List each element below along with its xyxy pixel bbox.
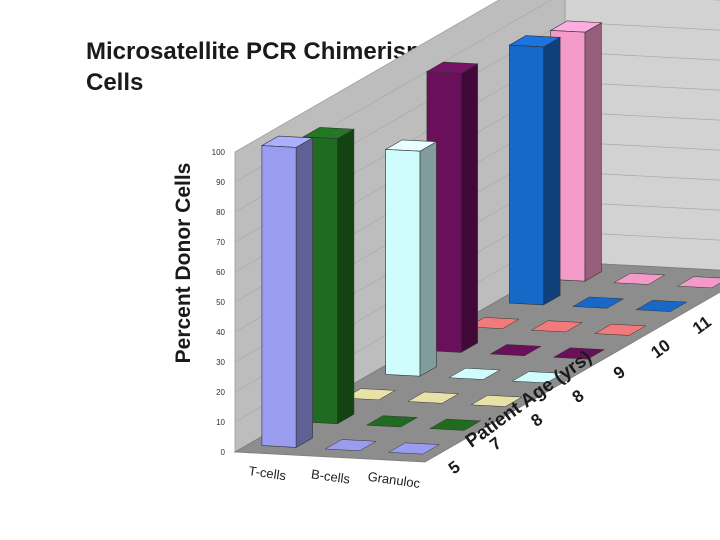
y-tick-label: 0 xyxy=(221,448,226,457)
bar-zero xyxy=(635,300,688,312)
bar-side xyxy=(584,22,602,282)
bar-zero xyxy=(343,388,396,401)
y-tick-label: 70 xyxy=(216,238,225,247)
bar-side xyxy=(337,128,355,425)
bar-zero xyxy=(406,391,460,404)
bar-side xyxy=(419,141,437,377)
bar-zero xyxy=(448,367,501,380)
bar-zero xyxy=(511,371,564,384)
bar-front xyxy=(509,44,544,306)
bars xyxy=(260,20,720,455)
y-tick-label: 30 xyxy=(216,358,225,367)
bar-zero xyxy=(552,347,606,360)
y-tick-label: 20 xyxy=(216,388,225,397)
bar-side xyxy=(543,36,561,306)
bar-zero xyxy=(324,439,377,452)
category-labels: T-cells B-cells Granuloc xyxy=(248,463,422,491)
category-label: Granuloc xyxy=(367,469,422,491)
bar-zero xyxy=(387,442,441,455)
y-tick-label: 10 xyxy=(216,418,225,427)
bar-side xyxy=(460,63,478,353)
age-label: 5 xyxy=(445,457,464,478)
gridline xyxy=(234,0,720,183)
bar-zero xyxy=(530,320,584,333)
bar-zero xyxy=(489,344,542,357)
y-tick-label: 90 xyxy=(216,178,225,187)
age-label: 11 xyxy=(689,312,715,338)
bar xyxy=(508,35,562,306)
y-tick-label: 40 xyxy=(216,328,225,337)
y-axis-ticks: 0 10 20 30 40 50 60 70 80 90 100 xyxy=(212,148,226,457)
y-tick-label: 60 xyxy=(216,268,225,277)
bar-side xyxy=(295,137,313,448)
age-label: 8 xyxy=(569,386,588,407)
bar xyxy=(384,139,438,377)
bar-front xyxy=(385,149,421,377)
bar-zero xyxy=(429,418,482,431)
bar-zero xyxy=(613,272,666,285)
bar-zero xyxy=(470,395,523,407)
y-axis-label: Percent Donor Cells xyxy=(172,163,195,364)
bar-zero xyxy=(365,415,419,428)
age-label: 9 xyxy=(610,362,629,383)
age-label: 10 xyxy=(647,336,673,362)
age-label: 8 xyxy=(527,410,546,431)
bar xyxy=(260,135,314,448)
category-label: B-cells xyxy=(310,466,351,486)
y-tick-label: 50 xyxy=(216,298,225,307)
y-tick-label: 80 xyxy=(216,208,225,217)
bar-zero xyxy=(594,323,647,336)
category-label: T-cells xyxy=(248,463,288,483)
bar-zero xyxy=(571,296,625,309)
bar-front xyxy=(261,145,297,448)
bar-zero xyxy=(467,317,520,329)
bar-zero xyxy=(676,276,720,289)
y-tick-label: 100 xyxy=(212,148,226,157)
gridline xyxy=(234,0,500,153)
